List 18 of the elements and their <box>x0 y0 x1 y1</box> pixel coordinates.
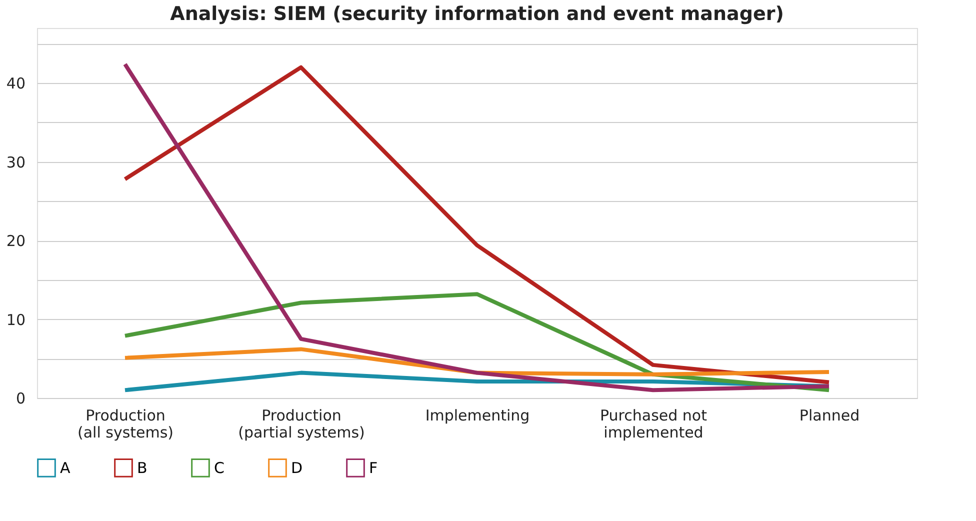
line-series <box>123 292 831 392</box>
legend-label: B <box>137 458 148 477</box>
x-tick-label: Purchased not implemented <box>600 406 708 442</box>
legend-label: D <box>291 458 303 477</box>
y-tick-label: 30 <box>6 153 26 172</box>
legend-label: C <box>214 458 224 477</box>
legend-label: F <box>369 458 378 477</box>
legend-label: A <box>60 458 71 477</box>
x-tick-label: Production (all systems) <box>77 406 174 442</box>
x-tick-label: Planned <box>799 406 860 424</box>
line-series <box>123 347 831 376</box>
y-tick-label: 0 <box>16 390 26 408</box>
chart-title: Analysis: SIEM (security information and event manager) <box>170 3 784 25</box>
y-tick-label: 10 <box>6 310 26 329</box>
y-tick-label: 20 <box>6 232 26 250</box>
x-tick-label: Production (partial systems) <box>238 406 365 442</box>
y-tick-label: 40 <box>6 74 26 93</box>
x-tick-label: Implementing <box>425 406 530 424</box>
